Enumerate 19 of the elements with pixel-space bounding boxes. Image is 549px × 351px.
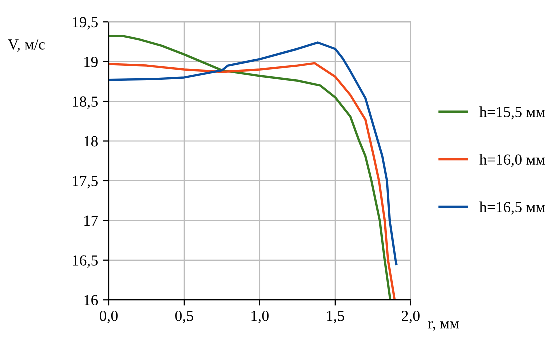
legend-label: h=15,5 мм xyxy=(480,106,546,120)
x-tick-label: 1,5 xyxy=(327,311,344,324)
legend-label: h=16,5 мм xyxy=(480,202,546,215)
y-tick-label: 18,5 xyxy=(73,96,98,110)
x-tick-label: 2,0 xyxy=(402,310,420,324)
x-axis-title: r, мм xyxy=(428,321,460,332)
x-tick-label: 0,0 xyxy=(100,310,118,324)
y-tick-label: 16,5 xyxy=(73,256,98,268)
x-tick-label: 1,0 xyxy=(252,310,269,324)
y-axis-title: V, м/с xyxy=(8,40,45,52)
y-tick-label: 17 xyxy=(84,216,98,226)
line-series xyxy=(108,42,398,266)
y-tick-label: 17,5 xyxy=(73,176,98,189)
y-tick-label: 19,5 xyxy=(73,17,98,30)
legend-label: h=16,0 мм xyxy=(480,154,546,168)
y-tick-label: 16 xyxy=(84,295,98,306)
y-tick-label: 19 xyxy=(84,57,98,68)
x-tick-label: 0,5 xyxy=(176,310,194,324)
y-tick-label: 18 xyxy=(84,136,98,147)
